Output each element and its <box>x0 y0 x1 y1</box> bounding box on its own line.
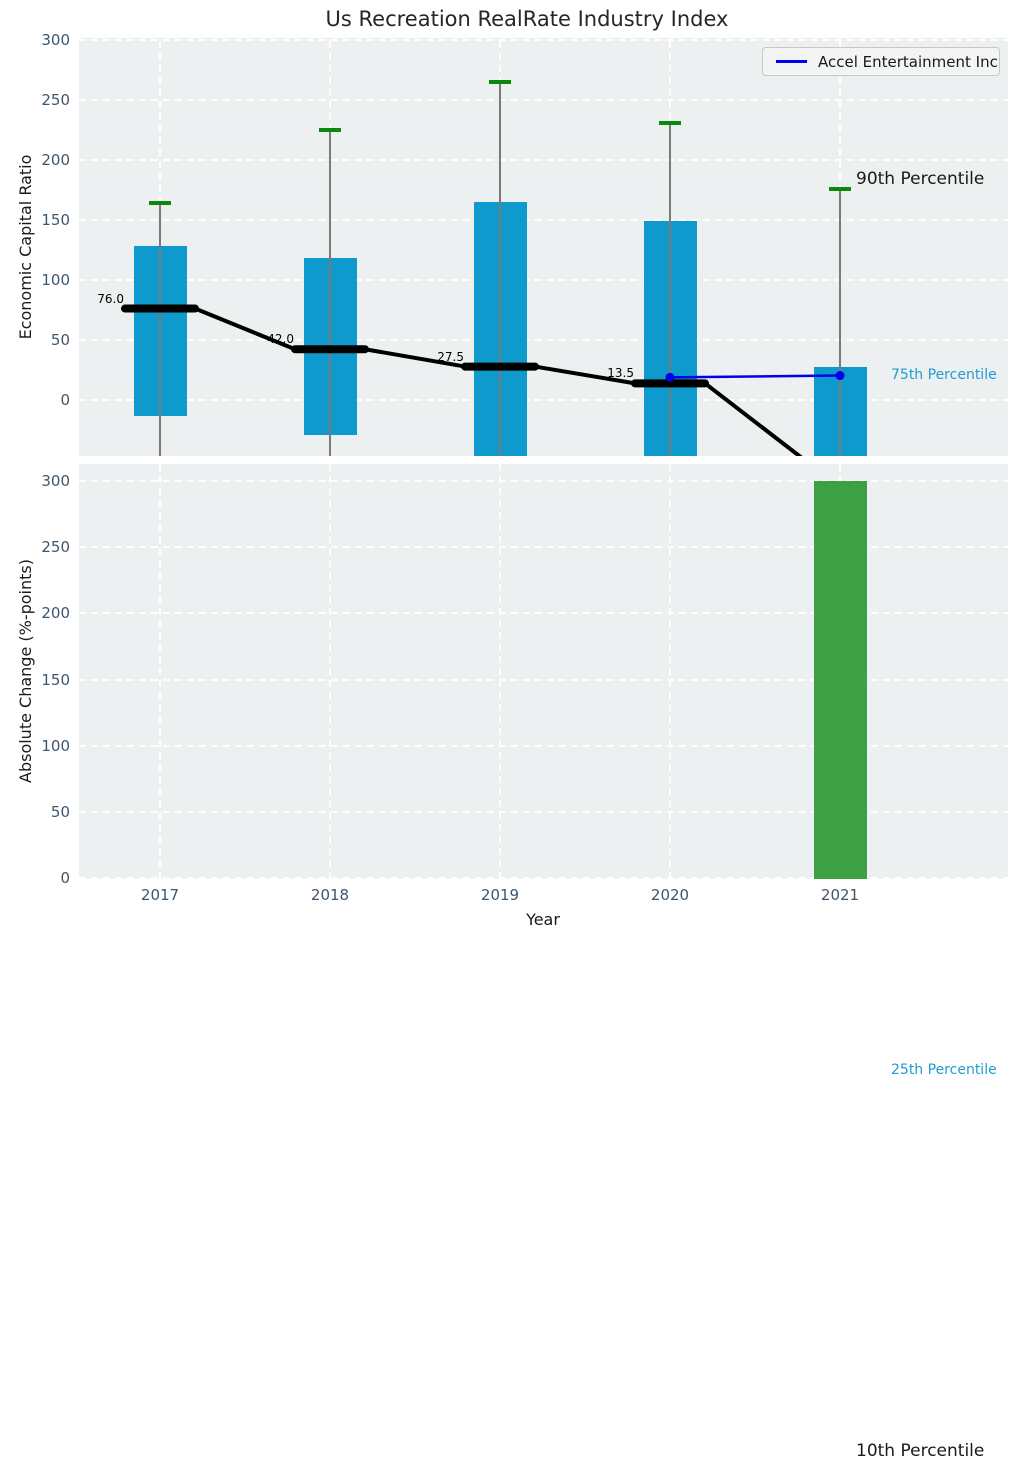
y-tick-label: 150 <box>41 210 70 229</box>
y-gridline <box>79 159 1008 162</box>
y-gridline <box>79 744 1008 747</box>
y-gridline <box>79 546 1008 549</box>
y-tick-label: 0 <box>60 869 70 887</box>
median-connector <box>534 364 636 386</box>
x-gridline <box>329 464 331 879</box>
y-gridline <box>79 810 1008 813</box>
y-tick-label: 250 <box>41 91 70 110</box>
x-gridline <box>159 464 161 879</box>
bottom-axes-absolute-change <box>79 464 1008 879</box>
y-gridline <box>79 218 1008 221</box>
legend: Accel Entertainment Inc <box>762 47 1000 76</box>
y-tick-label: 200 <box>41 151 70 170</box>
median-connector <box>364 347 466 369</box>
y-tick-label: 50 <box>50 802 70 821</box>
y-gridline <box>79 480 1008 482</box>
annotation-25th-percentile: 25th Percentile <box>891 1062 997 1078</box>
y-tick-label: 150 <box>41 670 70 689</box>
y-gridline <box>79 678 1008 681</box>
median-connector <box>194 306 296 352</box>
p90-cap <box>659 120 681 125</box>
y-tick-label: 0 <box>60 390 70 409</box>
annotation-10th-percentile: 10th Percentile <box>856 1441 985 1461</box>
y-gridline <box>79 338 1008 341</box>
x-gridline <box>499 464 501 879</box>
whisker-line <box>669 122 671 456</box>
p90-cap <box>829 186 851 191</box>
legend-line-swatch <box>776 60 807 63</box>
p90-cap <box>149 201 171 206</box>
median-value-label: 27.5 <box>437 349 464 364</box>
top-chart-lines <box>121 304 845 456</box>
median-value-label: 42.0 <box>267 332 294 347</box>
y-gridline <box>79 39 1008 42</box>
y-gridline <box>79 278 1008 281</box>
y-gridline <box>79 877 1008 879</box>
top-axes-economic-capital-ratio <box>79 38 1008 456</box>
y-tick-label: 250 <box>41 538 70 557</box>
y-gridline <box>79 612 1008 615</box>
x-axis-label: Year <box>526 910 560 929</box>
x-tick-label: 2019 <box>480 886 520 904</box>
x-tick-label: 2021 <box>820 886 860 904</box>
annotation-75th-percentile: 75th Percentile <box>891 367 997 383</box>
y-gridline <box>79 398 1008 401</box>
y-tick-label: 200 <box>41 604 70 623</box>
y-gridline <box>79 99 1008 102</box>
median-value-label: 13.5 <box>607 366 634 381</box>
y-tick-label: 300 <box>41 472 70 490</box>
x-tick-label: 2017 <box>140 886 180 904</box>
y-tick-label: 50 <box>50 330 70 349</box>
y-tick-label: 100 <box>41 736 70 755</box>
accel-entertainment-line <box>669 374 841 379</box>
top-y-axis-label: Economic Capital Ratio <box>16 154 35 340</box>
accel-entertainment-marker <box>835 371 845 381</box>
whisker-line <box>329 130 331 456</box>
whisker-line <box>839 188 841 456</box>
x-gridline <box>669 464 671 879</box>
y-tick-label: 100 <box>41 270 70 289</box>
whisker-line <box>159 203 161 456</box>
whisker-line <box>499 82 501 456</box>
annotation-90th-percentile: 90th Percentile <box>856 169 985 189</box>
x-tick-label: 2020 <box>650 886 690 904</box>
median-connector-clipped <box>703 381 803 456</box>
median-value-label: 76.0 <box>97 291 124 306</box>
change-bar <box>813 481 867 879</box>
x-tick-label: 2018 <box>310 886 350 904</box>
y-tick-label: 300 <box>41 31 70 50</box>
p90-cap <box>319 128 341 133</box>
p90-cap <box>489 80 511 85</box>
accel-entertainment-marker <box>665 372 675 382</box>
legend-label: Accel Entertainment Inc <box>818 52 998 71</box>
chart-title: Us Recreation RealRate Industry Index <box>325 7 729 31</box>
